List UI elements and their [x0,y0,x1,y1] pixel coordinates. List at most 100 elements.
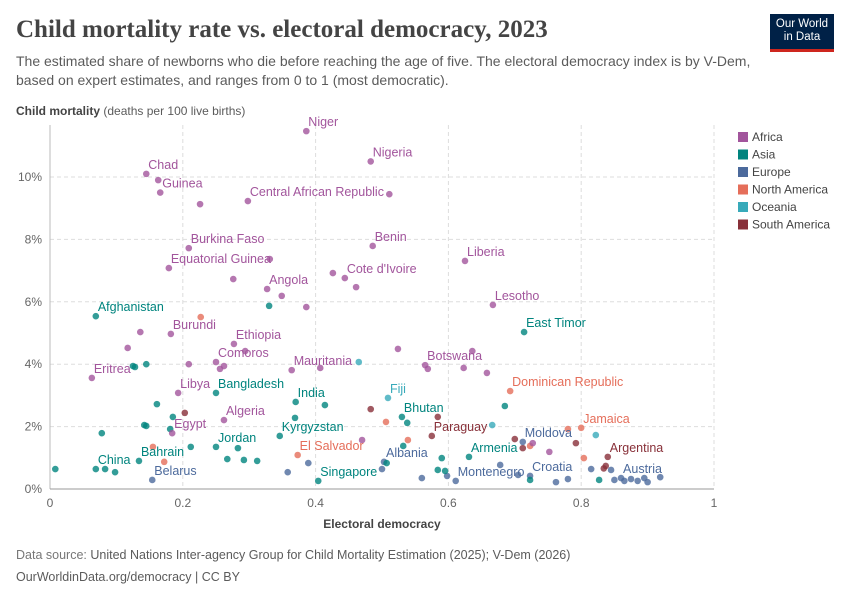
legend-label[interactable]: North America [752,183,828,197]
legend-swatch[interactable] [738,149,748,160]
data-point[interactable] [383,459,390,467]
data-point[interactable] [92,312,100,320]
data-point[interactable] [174,389,182,397]
data-point[interactable] [234,444,242,452]
data-point[interactable] [428,432,436,440]
data-point[interactable] [519,444,527,452]
data-point[interactable] [92,465,100,473]
data-point[interactable] [403,419,411,427]
data-point[interactable] [519,438,527,446]
data-point[interactable] [169,413,177,421]
data-point[interactable] [124,344,131,352]
data-point[interactable] [514,471,522,479]
owid-logo[interactable]: Our World in Data [770,14,834,52]
data-point[interactable] [212,358,220,366]
data-point[interactable] [187,443,195,451]
legend-swatch[interactable] [738,202,748,212]
data-point[interactable] [220,416,228,424]
data-point[interactable] [352,283,360,291]
data-point[interactable] [644,478,651,486]
data-point[interactable] [197,313,205,321]
data-point[interactable] [399,442,407,450]
data-point[interactable] [276,432,284,440]
data-point[interactable] [265,302,273,310]
data-point[interactable] [167,330,175,338]
data-point[interactable] [501,402,509,410]
data-point[interactable] [443,472,451,480]
data-point[interactable] [489,301,497,309]
data-point[interactable] [244,197,252,205]
data-point[interactable] [88,374,96,382]
data-point[interactable] [469,347,476,355]
data-point[interactable] [156,189,164,196]
data-point[interactable] [148,476,156,484]
data-point[interactable] [314,477,322,485]
data-point[interactable] [607,466,615,474]
data-point[interactable] [424,365,432,373]
data-point[interactable] [404,436,412,444]
data-point[interactable] [460,364,467,372]
data-point[interactable] [142,170,150,178]
data-point[interactable] [149,443,157,451]
data-point[interactable] [378,465,386,473]
data-point[interactable] [304,459,312,467]
data-point[interactable] [506,387,514,395]
data-point[interactable] [321,401,329,409]
data-point[interactable] [367,158,375,165]
data-point[interactable] [266,255,274,263]
data-point[interactable] [241,347,249,355]
data-point[interactable] [465,453,473,461]
data-point[interactable] [572,439,580,447]
data-point[interactable] [196,200,204,208]
data-point[interactable] [212,443,220,451]
data-point[interactable] [137,328,144,336]
data-point[interactable] [496,461,504,469]
data-point[interactable] [438,454,446,462]
data-point[interactable] [216,365,224,373]
data-point[interactable] [634,477,641,485]
data-point[interactable] [263,285,271,293]
data-point[interactable] [98,429,106,437]
data-point[interactable] [488,421,496,429]
data-point[interactable] [434,466,442,474]
footer-license[interactable]: OurWorldinData.org/democracy | CC BY [16,570,240,584]
data-point[interactable] [627,475,635,483]
data-point[interactable] [580,454,588,462]
data-point[interactable] [292,398,299,406]
legend-label[interactable]: Asia [752,148,776,162]
data-point[interactable] [181,409,189,417]
data-point[interactable] [394,345,402,353]
data-point[interactable] [656,473,664,481]
data-point[interactable] [529,439,537,447]
data-point[interactable] [546,448,553,456]
data-point[interactable] [592,431,600,439]
data-point[interactable] [303,127,310,135]
data-point[interactable] [587,465,595,473]
data-point[interactable] [142,422,150,430]
data-point[interactable] [386,190,393,198]
data-point[interactable] [434,413,442,421]
data-point[interactable] [101,465,109,473]
data-point[interactable] [284,468,292,476]
data-point[interactable] [229,275,237,283]
data-point[interactable] [52,465,59,473]
data-point[interactable] [604,453,612,461]
data-point[interactable] [452,477,460,485]
data-point[interactable] [355,358,363,366]
data-point[interactable] [240,456,248,464]
legend-swatch[interactable] [738,184,748,195]
data-point[interactable] [441,467,449,475]
data-point[interactable] [461,257,469,265]
data-point[interactable] [358,436,366,444]
data-point[interactable] [291,414,299,422]
data-point[interactable] [611,476,618,484]
data-point[interactable] [168,429,176,437]
data-point[interactable] [600,465,608,472]
data-point[interactable] [294,451,301,459]
data-point[interactable] [142,360,150,368]
data-point[interactable] [577,424,585,432]
data-point[interactable] [564,475,572,483]
data-point[interactable] [153,400,161,408]
data-point[interactable] [160,458,168,466]
data-point[interactable] [367,405,375,413]
